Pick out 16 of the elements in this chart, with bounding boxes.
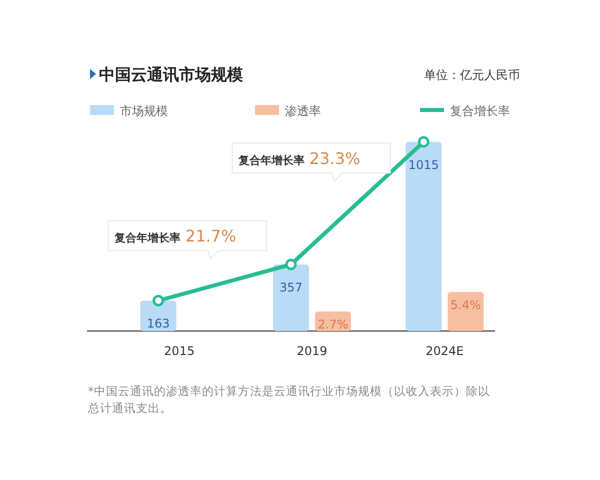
x-tick-label: 2015 (164, 344, 195, 358)
legend-label: 渗透率 (285, 104, 321, 118)
annotation: 复合年增长率 21.7% (113, 226, 236, 246)
chart-subtitle: 单位：亿元人民币 (424, 68, 520, 82)
annotation: 复合年增长率 23.3% (237, 149, 360, 168)
x-tick-label: 2024E (426, 344, 464, 358)
text: *中国云通讯的渗透率的计算方法是云通讯行业市场规模（以收入表示）除以总计通讯支出。 (88, 383, 491, 417)
data-label: 357 (280, 280, 302, 294)
legend-label: 市场规模 (120, 104, 168, 118)
legend-label: 复合增长率 (450, 104, 510, 118)
data-label: 2.7% (318, 318, 348, 332)
chart-title: 中国云通讯市场规模 (99, 65, 243, 84)
data-label: 1015 (408, 158, 439, 172)
data-label: 163 (146, 316, 170, 331)
data-label: 5.4% (450, 298, 481, 312)
x-tick-label: 2019 (296, 344, 328, 358)
